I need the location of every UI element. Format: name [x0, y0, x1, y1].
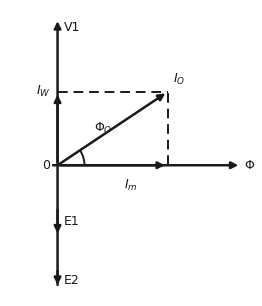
- Text: V1: V1: [64, 21, 80, 34]
- Text: $\Phi$: $\Phi$: [244, 159, 255, 172]
- Text: 0: 0: [42, 159, 50, 172]
- Text: $I_W$: $I_W$: [36, 84, 50, 99]
- Text: $I_m$: $I_m$: [124, 177, 138, 192]
- Text: $I_O$: $I_O$: [173, 72, 185, 87]
- Text: E1: E1: [64, 215, 79, 228]
- Text: E2: E2: [64, 274, 79, 287]
- Text: $\Phi_O$: $\Phi_O$: [94, 121, 113, 136]
